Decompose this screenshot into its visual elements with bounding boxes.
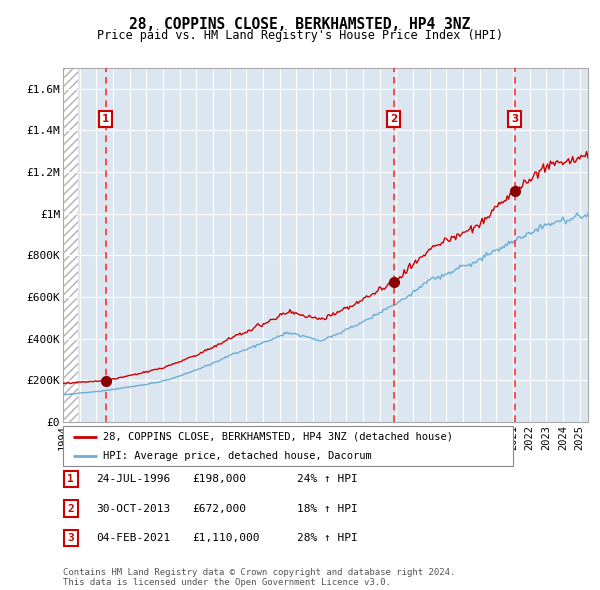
Text: 3: 3 <box>511 114 518 124</box>
Text: 1: 1 <box>67 474 74 484</box>
Text: Contains HM Land Registry data © Crown copyright and database right 2024.
This d: Contains HM Land Registry data © Crown c… <box>63 568 455 587</box>
Text: 2: 2 <box>390 114 397 124</box>
Text: 24% ↑ HPI: 24% ↑ HPI <box>297 474 358 484</box>
Text: £198,000: £198,000 <box>192 474 246 484</box>
Text: HPI: Average price, detached house, Dacorum: HPI: Average price, detached house, Daco… <box>103 451 371 461</box>
Text: 28, COPPINS CLOSE, BERKHAMSTED, HP4 3NZ (detached house): 28, COPPINS CLOSE, BERKHAMSTED, HP4 3NZ … <box>103 432 452 442</box>
Polygon shape <box>63 68 79 422</box>
Text: 04-FEB-2021: 04-FEB-2021 <box>96 533 170 543</box>
Text: Price paid vs. HM Land Registry's House Price Index (HPI): Price paid vs. HM Land Registry's House … <box>97 30 503 42</box>
Text: £1,110,000: £1,110,000 <box>192 533 260 543</box>
Text: 28% ↑ HPI: 28% ↑ HPI <box>297 533 358 543</box>
Text: 30-OCT-2013: 30-OCT-2013 <box>96 504 170 513</box>
Text: 24-JUL-1996: 24-JUL-1996 <box>96 474 170 484</box>
Text: £672,000: £672,000 <box>192 504 246 513</box>
FancyBboxPatch shape <box>63 426 513 466</box>
Text: 1: 1 <box>102 114 109 124</box>
Text: 2: 2 <box>67 504 74 513</box>
Text: 28, COPPINS CLOSE, BERKHAMSTED, HP4 3NZ: 28, COPPINS CLOSE, BERKHAMSTED, HP4 3NZ <box>130 17 470 31</box>
Text: 3: 3 <box>67 533 74 543</box>
Text: 18% ↑ HPI: 18% ↑ HPI <box>297 504 358 513</box>
